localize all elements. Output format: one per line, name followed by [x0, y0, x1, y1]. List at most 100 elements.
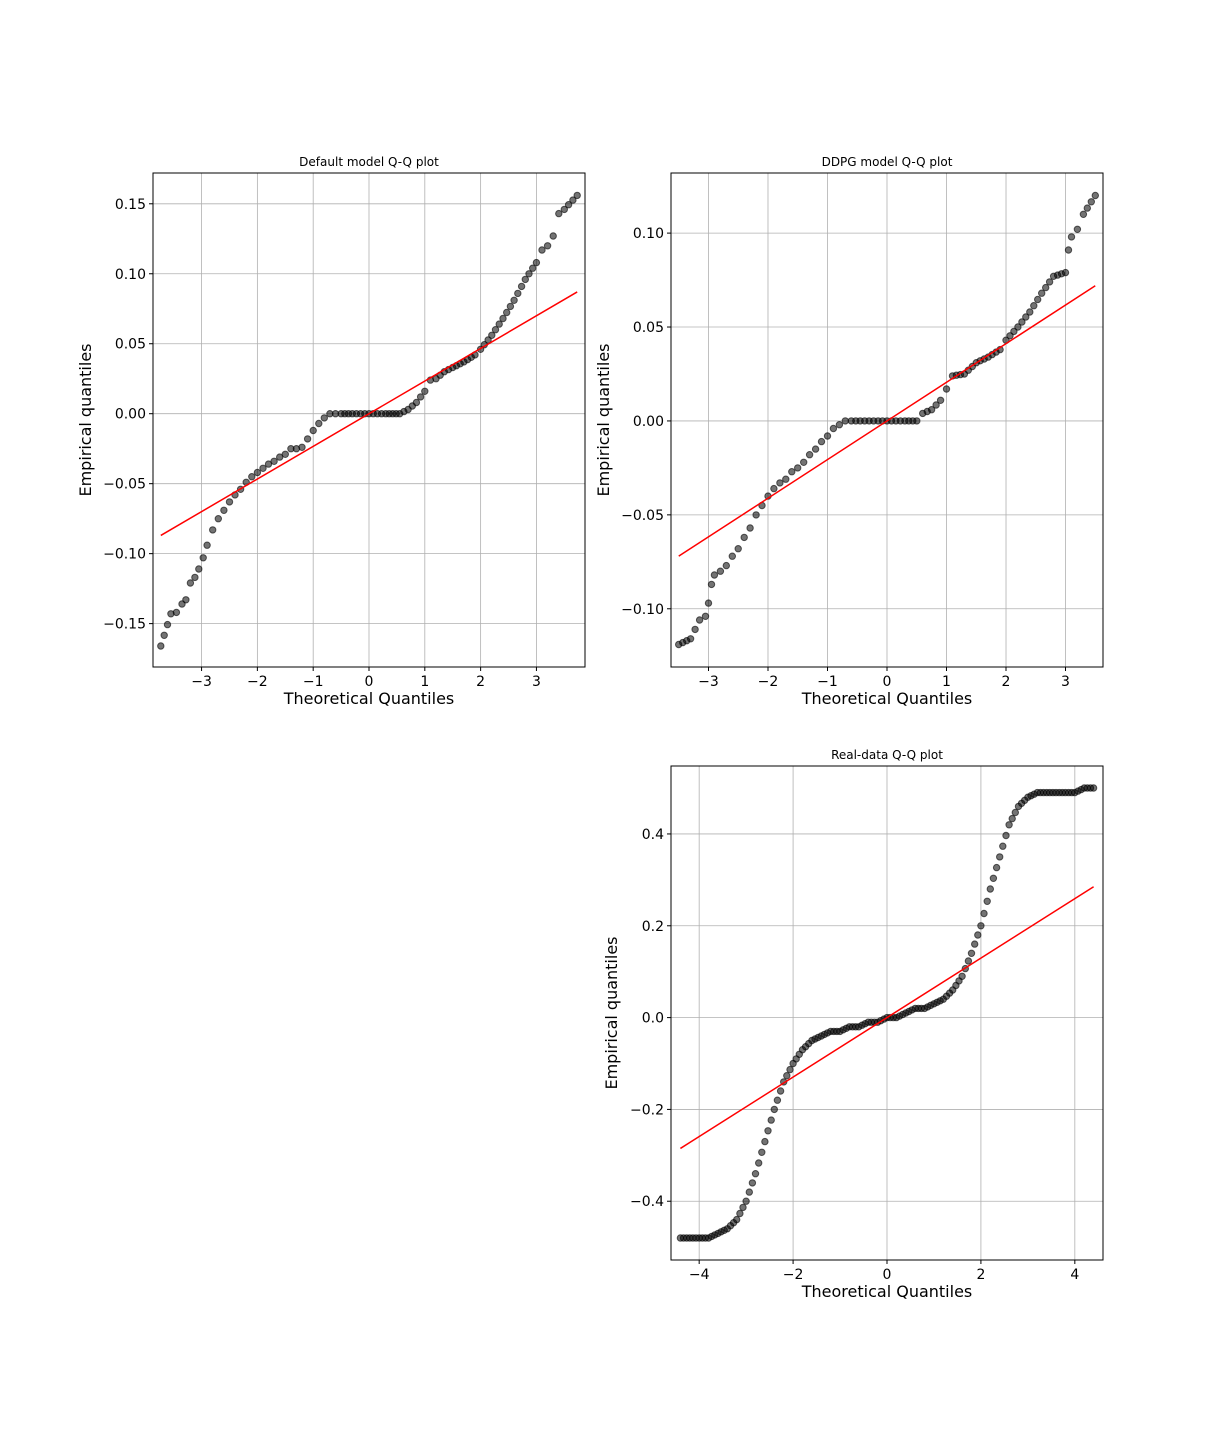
chart-title: Real-data Q-Q plot	[831, 748, 943, 762]
data-point	[841, 417, 849, 425]
data-point	[517, 282, 526, 291]
y-tick-label: −0.4	[630, 1194, 664, 1210]
data-point	[573, 191, 581, 200]
y-tick-label: −0.15	[103, 617, 146, 633]
data-point	[835, 421, 844, 429]
data-point	[977, 922, 985, 930]
x-tick-label: 2	[1002, 674, 1011, 690]
data-point	[788, 468, 796, 476]
data-point	[495, 320, 503, 328]
data-point	[503, 308, 511, 317]
data-point	[974, 931, 982, 939]
data-point	[913, 417, 921, 425]
data-point	[1005, 821, 1013, 829]
data-point	[1008, 814, 1016, 823]
data-point	[745, 1188, 753, 1196]
data-point	[569, 196, 577, 204]
data-point	[182, 596, 190, 604]
data-point	[248, 473, 256, 481]
data-point	[695, 616, 704, 624]
data-point	[163, 620, 172, 629]
data-point	[800, 458, 808, 466]
x-tick-label: −3	[191, 674, 212, 690]
x-tick-label: 4	[1070, 1267, 1079, 1283]
data-point	[936, 396, 945, 404]
data-point	[1083, 204, 1092, 212]
data-point	[1022, 313, 1030, 321]
y-axis-label: Empirical quantiles	[76, 343, 95, 496]
data-point	[734, 545, 742, 553]
data-point	[736, 1209, 744, 1218]
y-tick-label: 0.2	[642, 919, 664, 935]
data-point	[992, 863, 1001, 872]
data-point	[1045, 278, 1054, 286]
data-point	[1064, 246, 1073, 254]
data-point	[932, 401, 940, 409]
panel-ddpg-model: −3 −2 −1 0 1 2 3 −0.10 −0.05 0.00 0.05 0.10 DDPG mo…	[594, 155, 1104, 708]
x-tick-label: 0	[365, 674, 374, 690]
data-point	[214, 515, 223, 523]
y-tick-label: −0.05	[621, 508, 664, 524]
data-point	[786, 1065, 794, 1074]
data-point	[728, 552, 736, 560]
data-point	[773, 1096, 782, 1104]
data-point	[270, 457, 278, 465]
y-tick-label: −0.10	[621, 602, 664, 618]
data-point	[764, 1127, 772, 1135]
x-tick-label: −4	[689, 1267, 710, 1283]
data-point	[782, 475, 790, 483]
data-point	[259, 464, 267, 472]
data-point	[770, 1105, 778, 1114]
data-point	[823, 432, 832, 440]
x-tick-label: −2	[783, 1267, 804, 1283]
data-point	[499, 314, 507, 323]
data-point	[794, 464, 802, 472]
data-point	[225, 498, 234, 506]
data-point	[253, 468, 262, 477]
data-point	[964, 957, 973, 965]
plot-frame	[670, 765, 1104, 1261]
data-point	[1002, 831, 1010, 840]
data-point	[742, 1197, 750, 1205]
data-point	[529, 264, 537, 272]
data-point	[412, 398, 421, 407]
data-point	[761, 1137, 769, 1146]
data-point	[996, 853, 1004, 861]
y-tick-label: 0.10	[633, 226, 664, 242]
data-point	[525, 270, 533, 278]
data-point	[1079, 210, 1088, 219]
data-point	[309, 426, 317, 435]
data-point	[491, 326, 500, 334]
data-point	[1042, 283, 1050, 292]
data-point	[980, 909, 988, 918]
y-tick-label: 0.00	[633, 414, 664, 430]
data-point	[707, 580, 716, 589]
data-point	[564, 201, 573, 209]
data-point	[829, 424, 838, 433]
y-tick-label: −0.2	[630, 1102, 664, 1118]
data-point	[691, 625, 699, 634]
x-axis-label: Theoretical Quantiles	[801, 1282, 973, 1301]
x-axis-label: Theoretical Quantiles	[283, 689, 455, 708]
data-point	[514, 289, 522, 298]
y-tick-label: 0.15	[115, 197, 146, 213]
data-point	[1026, 308, 1034, 316]
data-point	[1091, 191, 1100, 200]
data-point	[958, 972, 966, 980]
reference-fit-line	[678, 285, 1096, 557]
x-tick-label: 3	[1061, 674, 1070, 690]
data-point	[986, 885, 994, 893]
data-point	[739, 1203, 747, 1212]
x-tick-label: 0	[883, 674, 892, 690]
x-tick-label: 1	[420, 674, 429, 690]
data-point	[203, 541, 211, 549]
data-point	[1073, 225, 1082, 234]
plot-frame	[152, 172, 586, 668]
x-tick-label: −2	[247, 674, 268, 690]
data-point	[751, 1170, 760, 1178]
reference-fit-line	[160, 291, 578, 537]
x-tick-label: 2	[476, 674, 485, 690]
data-point	[298, 443, 306, 451]
x-tick-label: −1	[817, 674, 838, 690]
data-point	[710, 571, 719, 579]
